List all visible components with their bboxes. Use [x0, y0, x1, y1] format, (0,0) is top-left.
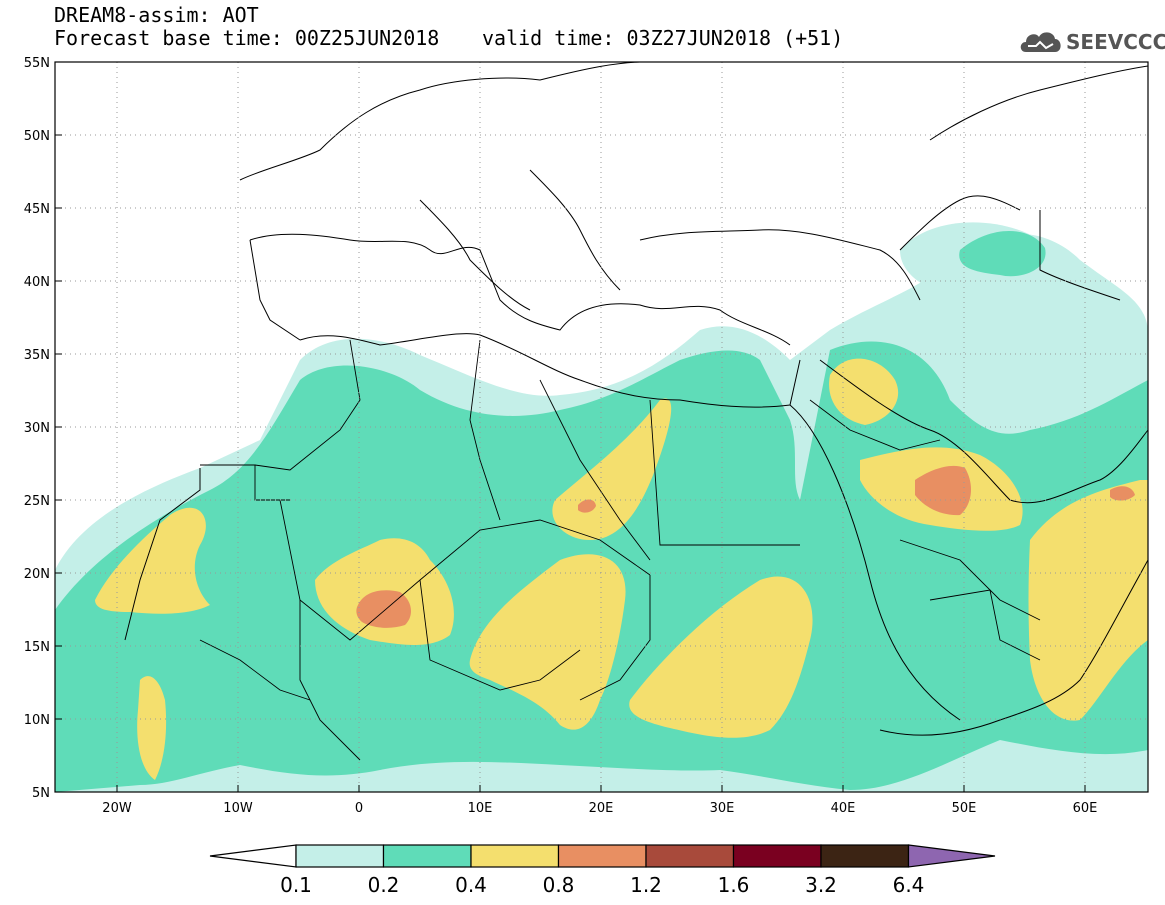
lat-label: 25N	[24, 494, 50, 509]
colorbar-label: 0.1	[280, 873, 312, 897]
lat-label: 20N	[24, 567, 50, 582]
axis-ticks	[55, 134, 1086, 792]
lon-label: 50E	[952, 801, 977, 816]
colorbar-label: 1.6	[718, 873, 750, 897]
colorbar-segment	[209, 844, 297, 868]
lon-label: 20E	[589, 801, 614, 816]
lon-label: 20W	[102, 801, 132, 816]
colorbar	[209, 844, 996, 868]
cloud-icon	[1020, 32, 1061, 52]
lat-label: 30N	[24, 421, 50, 436]
seevccc-logo: SEEVCCC	[1018, 24, 1165, 58]
colorbar-label: 6.4	[893, 873, 925, 897]
colorbar-label: 0.2	[368, 873, 400, 897]
colorbar-label: 3.2	[805, 873, 837, 897]
aot-band-0.8-1.2	[1110, 486, 1135, 501]
colorbar-label: 0.8	[543, 873, 575, 897]
colorbar-segment	[732, 844, 822, 868]
colorbar-segment	[557, 844, 647, 868]
lat-label: 35N	[24, 348, 50, 363]
colorbar-segment	[907, 844, 996, 868]
colorbar-label: 1.2	[630, 873, 662, 897]
country-borders	[199, 339, 1041, 761]
forecast-base-time: Forecast base time: 00Z25JUN2018	[54, 26, 440, 50]
map-title: DREAM8-assim: AOT	[54, 3, 259, 27]
aot-band-0.8-1.2	[578, 499, 596, 513]
lon-label: 40E	[831, 801, 856, 816]
lon-label: 30E	[710, 801, 735, 816]
colorbar-segment	[295, 844, 385, 868]
colorbar-segment	[470, 844, 560, 868]
aot-band-0.4-0.8	[1028, 480, 1148, 721]
aot-shading	[55, 62, 1148, 792]
lon-label: 0	[355, 801, 363, 816]
lat-label: 50N	[24, 129, 50, 144]
aot-band-0.2-0.4	[959, 230, 1046, 277]
aot-band-0.4-0.8	[629, 576, 813, 738]
lon-label: 10E	[468, 801, 493, 816]
aot-band-0.4-0.8	[469, 554, 626, 730]
lat-label: 10N	[24, 713, 50, 728]
logo-text: SEEVCCC	[1066, 30, 1165, 54]
colorbar-label: 0.4	[455, 873, 487, 897]
lat-label: 55N	[24, 56, 50, 71]
lat-label: 40N	[24, 275, 50, 290]
aot-band-0.4-0.8	[95, 507, 210, 614]
valid-time: valid time: 03Z27JUN2018 (+51)	[482, 26, 844, 50]
lon-label: 10W	[223, 801, 253, 816]
aot-band-0.4-0.8	[137, 676, 167, 780]
lat-label: 5N	[32, 786, 50, 801]
lat-label: 45N	[24, 202, 50, 217]
colorbar-labels: 0.1 0.2 0.4 0.8 1.2 1.6 3.2 6.4	[280, 873, 924, 897]
grid-lines	[55, 62, 1148, 792]
latitude-labels: 55N 50N 45N 40N 35N 30N 25N 20N 15N 10N …	[24, 56, 50, 801]
lon-label: 60E	[1073, 801, 1098, 816]
colorbar-segment	[820, 844, 910, 868]
longitude-labels: 20W 10W 0 10E 20E 30E 40E 50E 60E	[102, 801, 1097, 816]
lat-label: 15N	[24, 640, 50, 655]
colorbar-segment	[645, 844, 735, 868]
colorbar-segment	[382, 844, 472, 868]
aot-band-0.8-1.2	[915, 465, 972, 516]
coastlines	[124, 62, 1148, 736]
